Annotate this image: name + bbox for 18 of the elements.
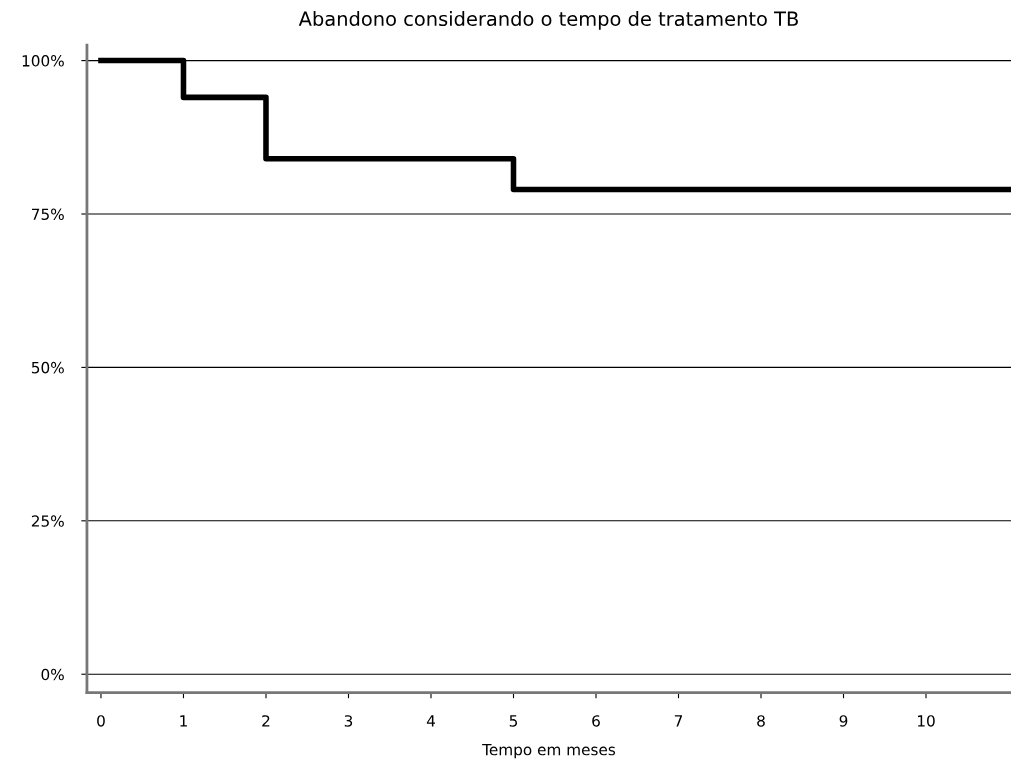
x-tick-label: 9 (839, 715, 848, 727)
x-tick-label: 6 (592, 715, 600, 727)
y-tick-label: 25% (31, 515, 64, 527)
y-tick-label: 50% (31, 361, 64, 374)
x-tick-label: 10 (917, 715, 935, 727)
y-tick-label: 100% (22, 55, 64, 67)
x-tick-label: 0 (97, 715, 105, 727)
x-tick-label: 2 (262, 715, 270, 727)
x-tick-label: 7 (674, 715, 683, 727)
y-tick-label: 0% (41, 668, 64, 681)
x-axis-title: Tempo em meses (482, 744, 616, 759)
x-tick-label: 3 (344, 715, 353, 727)
x-tick-label: 5 (509, 715, 518, 727)
x-tick-label: 1 (180, 715, 187, 727)
y-tick-label: 75% (32, 208, 64, 221)
x-tick-label: 8 (757, 715, 765, 727)
x-tick-label: 4 (426, 715, 435, 727)
chart-title: Abandono considerando o tempo de tratamento TB (298, 11, 798, 30)
